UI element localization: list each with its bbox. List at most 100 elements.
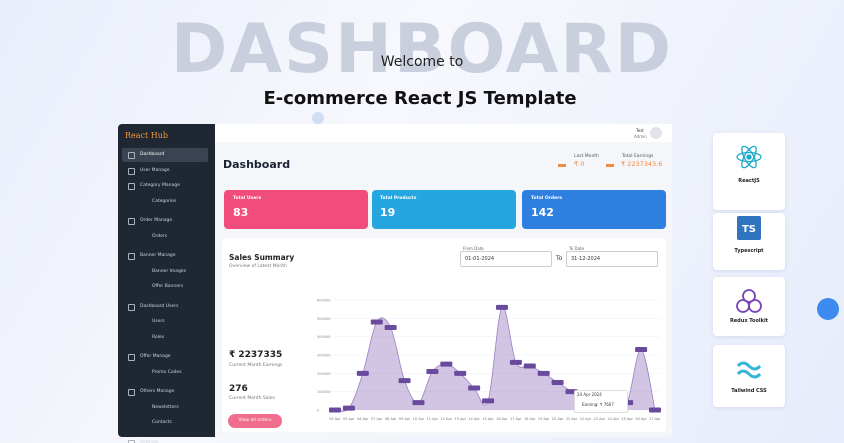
point-marker: [370, 319, 383, 325]
to-input[interactable]: [566, 251, 658, 267]
submenu-item[interactable]: Users: [152, 319, 165, 324]
x-tick-label: 13 Apr: [454, 417, 466, 421]
point-marker: [454, 370, 467, 376]
point-marker: [509, 359, 522, 365]
stat-label: Last Month: [574, 154, 599, 159]
to-label: To Date: [569, 246, 585, 251]
point-marker: [537, 370, 550, 376]
point-marker: [412, 400, 425, 406]
y-tick-label: 200000: [317, 372, 330, 376]
card-label: Total Products: [380, 196, 417, 201]
decor: [817, 298, 839, 320]
point-marker: [426, 369, 439, 374]
x-tick-label: 18 Apr: [524, 417, 536, 421]
tooltip-text: Earning: ₹ 7607: [582, 402, 614, 407]
x-tick-label: 14 Apr: [468, 417, 480, 421]
point-marker: [398, 378, 411, 384]
card: [372, 190, 516, 229]
menu-item[interactable]: Others Manage: [140, 389, 175, 394]
menu-icon: [128, 167, 135, 175]
x-tick-label: 25 Apr: [621, 417, 633, 421]
menu-item[interactable]: Category Manage: [140, 183, 180, 188]
x-tick-label: 04 Apr: [329, 417, 341, 421]
tooltip: [574, 390, 628, 413]
stat-icon: [606, 155, 614, 167]
user-role: Admin: [634, 134, 647, 139]
tailwind-icon: [736, 361, 762, 379]
from-input[interactable]: [460, 251, 552, 267]
point-marker: [329, 407, 341, 413]
x-tick-label: 07 Apr: [371, 417, 383, 421]
ts-icon-text: TS: [742, 224, 756, 235]
x-tick-label: 09 Apr: [399, 417, 411, 421]
menu-item[interactable]: Dashboard: [140, 152, 165, 157]
x-tick-label: 24 Apr: [607, 417, 619, 421]
card-value: 142: [531, 206, 554, 219]
x-tick-label: 10 Apr: [413, 417, 425, 421]
card-value: 19: [380, 206, 396, 219]
point-marker: [342, 405, 355, 411]
point-marker: [482, 398, 495, 404]
earnings-label: Current Month Earnings: [229, 363, 283, 368]
y-tick-label: 600000: [317, 299, 330, 303]
point-marker: [384, 325, 397, 330]
menu-active: [122, 148, 208, 162]
brand: React Hub: [125, 131, 169, 140]
view-orders-button[interactable]: View all orders: [228, 414, 282, 428]
point-marker: [635, 347, 648, 352]
ts-icon: [737, 216, 761, 240]
x-tick-label: 20 Apr: [552, 417, 564, 421]
y-tick-label: 400000: [317, 335, 330, 339]
card: [522, 190, 666, 229]
react-icon: [736, 145, 762, 169]
x-tick-label: 23 Apr: [594, 417, 606, 421]
stat-label: Total Earnings: [622, 154, 654, 159]
menu-item[interactable]: Order Manage: [140, 218, 173, 223]
to-value: 31-12-2024: [571, 256, 601, 262]
menu-item[interactable]: Offer Manage: [140, 354, 171, 359]
tooltip-date: 24 Apr 2024: [577, 392, 602, 397]
x-tick-label: 22 Apr: [580, 417, 592, 421]
redux-icon: [736, 289, 762, 313]
menu-icon: [128, 389, 135, 396]
menu-icon: [128, 218, 135, 225]
to-word: To: [556, 255, 563, 262]
card-label: Total Orders: [531, 196, 563, 201]
x-tick-label: 27 Apr: [649, 417, 661, 421]
menu-item[interactable]: Dashboard Users: [140, 303, 179, 309]
menu-icon: [128, 253, 135, 260]
user-name: Test: [636, 128, 644, 133]
menu-icon: [128, 152, 135, 159]
stat-value: ₹ 2237343.6: [621, 160, 663, 168]
point-marker: [440, 361, 453, 367]
sales-title: Sales Summary: [229, 253, 295, 262]
sales-subtitle: Overview of Latest Month: [229, 264, 287, 269]
submenu-item[interactable]: Orders: [152, 233, 168, 239]
submenu-item[interactable]: Categories: [152, 198, 177, 204]
avatar[interactable]: [650, 127, 662, 139]
menu-item[interactable]: User Manage: [140, 167, 170, 173]
menu-item[interactable]: Banner Manage: [140, 253, 176, 258]
from-label: From Date: [463, 246, 484, 251]
sales-count: 276: [229, 384, 248, 394]
submenu-item[interactable]: Offer Banners: [152, 284, 184, 289]
x-tick-label: 11 Apr: [427, 417, 439, 421]
point-marker: [523, 363, 536, 369]
x-tick-label: 12 Apr: [440, 417, 452, 421]
card: [224, 190, 368, 229]
point-marker: [495, 304, 508, 310]
decor: [312, 112, 324, 124]
card-label: Total Users: [233, 196, 262, 201]
tech-card: [713, 133, 785, 210]
x-tick-label: 21 Apr: [566, 417, 578, 421]
submenu-item[interactable]: Roles: [152, 334, 165, 340]
y-tick-label: 100000: [317, 390, 330, 394]
submenu-item[interactable]: Promo Codes: [152, 369, 182, 375]
y-tick-label: 0: [317, 409, 319, 413]
menu-item[interactable]: Settings: [140, 439, 159, 443]
submenu-item[interactable]: Newsletters: [152, 404, 179, 410]
submenu-item[interactable]: Banner Images: [152, 268, 187, 274]
x-tick-label: 26 Apr: [635, 417, 647, 421]
submenu-item[interactable]: Contacts: [152, 420, 172, 425]
